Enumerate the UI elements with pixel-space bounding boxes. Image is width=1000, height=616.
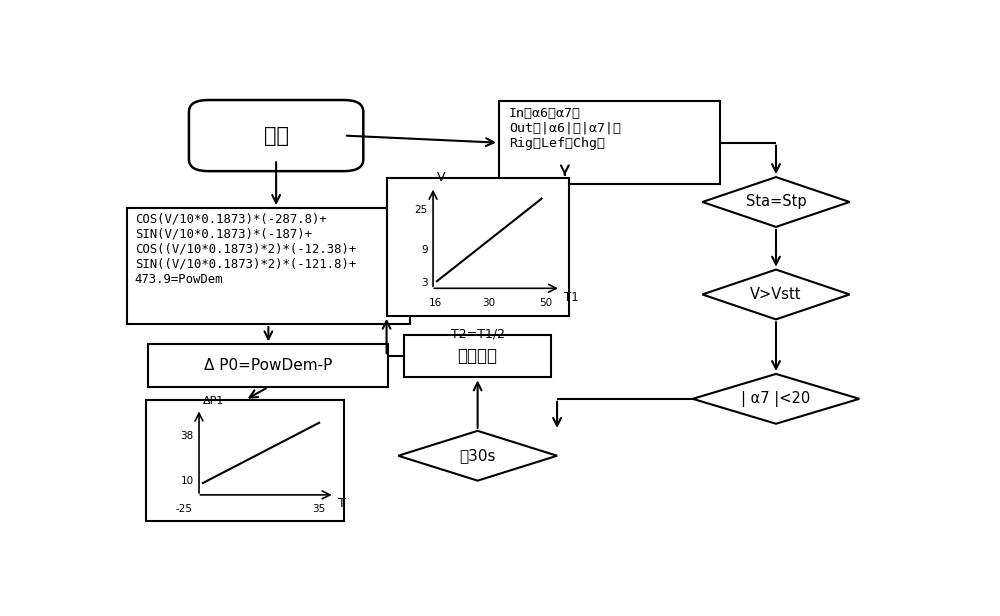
Text: 30: 30 bbox=[482, 298, 495, 308]
Text: 50: 50 bbox=[539, 298, 552, 308]
Bar bbox=[499, 101, 720, 184]
Text: 3: 3 bbox=[421, 278, 428, 288]
Text: | α7 |<20: | α7 |<20 bbox=[741, 391, 811, 407]
Bar bbox=[387, 178, 569, 316]
Text: In（α6，α7）
Out（|α6|，|α7|，
Rig，Lef，Chg）: In（α6，α7） Out（|α6|，|α7|， Rig，Lef，Chg） bbox=[509, 107, 621, 150]
Text: T2=T1/2: T2=T1/2 bbox=[451, 328, 505, 341]
Text: Δ P0=PowDem-P: Δ P0=PowDem-P bbox=[204, 358, 333, 373]
Text: T: T bbox=[338, 497, 345, 510]
Polygon shape bbox=[693, 374, 859, 424]
Text: 开始: 开始 bbox=[264, 126, 289, 145]
Text: 9: 9 bbox=[421, 245, 428, 256]
Bar bbox=[148, 344, 388, 387]
Text: V>Vstt: V>Vstt bbox=[750, 287, 802, 302]
Bar bbox=[146, 400, 344, 521]
Text: -25: -25 bbox=[175, 505, 192, 514]
Text: Sta=Stp: Sta=Stp bbox=[746, 195, 806, 209]
Polygon shape bbox=[702, 270, 850, 319]
Text: V: V bbox=[437, 171, 445, 184]
Text: 38: 38 bbox=[180, 431, 194, 440]
Text: COS(V/10*0.1873)*(-287.8)+
SIN(V/10*0.1873)*(-187)+
COS((V/10*0.1873)*2)*(-12.38: COS(V/10*0.1873)*(-287.8)+ SIN(V/10*0.18… bbox=[135, 213, 356, 286]
Text: 25: 25 bbox=[414, 205, 428, 215]
Text: 对风位置: 对风位置 bbox=[458, 347, 498, 365]
Text: 16: 16 bbox=[429, 298, 442, 308]
Polygon shape bbox=[398, 431, 557, 480]
Text: 35: 35 bbox=[313, 505, 326, 514]
Text: ΔP1: ΔP1 bbox=[203, 396, 224, 406]
Bar bbox=[404, 334, 551, 378]
Polygon shape bbox=[702, 177, 850, 227]
Text: 10: 10 bbox=[180, 476, 194, 485]
Bar bbox=[127, 208, 410, 324]
Text: 延30s: 延30s bbox=[459, 448, 496, 463]
Text: T1: T1 bbox=[564, 291, 579, 304]
FancyBboxPatch shape bbox=[189, 100, 363, 171]
